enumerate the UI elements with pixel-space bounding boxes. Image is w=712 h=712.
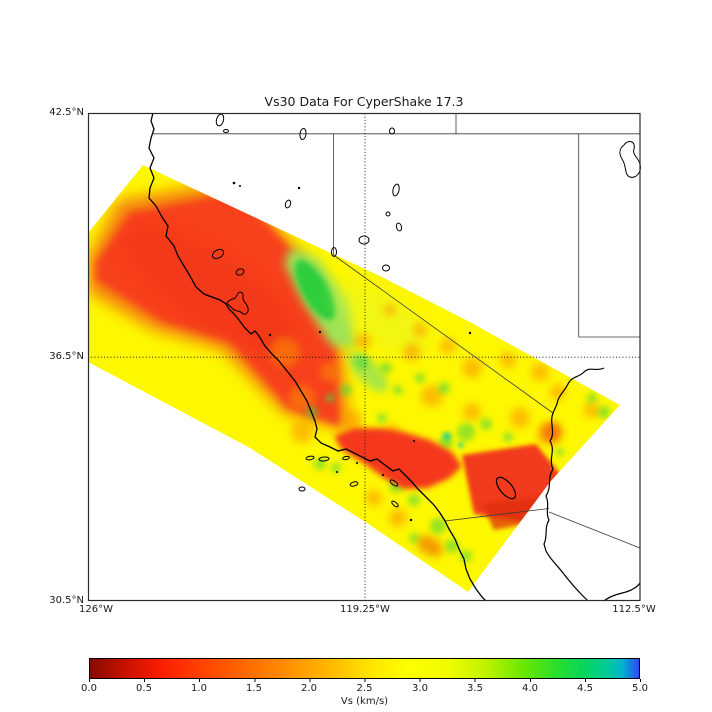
gridlines xyxy=(88,113,640,601)
island-san-nicolas xyxy=(349,481,359,487)
island-santa-cruz xyxy=(318,456,330,462)
colorbar-gradient xyxy=(89,658,640,679)
lake-carson xyxy=(358,235,370,245)
gulf-coast-east xyxy=(603,582,641,602)
y-axis-label-42-5n: 42.5°N xyxy=(49,107,84,118)
colorbar-tick-0: 0.0 xyxy=(81,683,97,694)
map-plot-area xyxy=(88,165,620,592)
island-anacapa xyxy=(342,455,350,461)
lake-tahoe xyxy=(331,247,337,257)
page-title: Vs30 Data For CyperShake 17.3 xyxy=(264,94,464,109)
colorbar-tick-3: 1.5 xyxy=(246,683,262,694)
lake-clear xyxy=(211,248,225,260)
border-ca-nv-diagonal xyxy=(333,254,554,414)
lake-klamath xyxy=(215,113,225,127)
channel-islands xyxy=(298,455,399,508)
lake-eagle xyxy=(284,199,292,209)
plot-frame xyxy=(87,112,641,602)
x-axis-label-112-5w: 112.5°W xyxy=(612,604,656,615)
border-us-mexico xyxy=(444,508,550,522)
la-basin-red-region xyxy=(334,428,462,489)
lake-walker xyxy=(395,222,403,232)
state-borders xyxy=(152,113,641,549)
colorbar-tick-7: 3.5 xyxy=(467,683,483,694)
border-az-sonora xyxy=(548,511,641,549)
low-velocity-region-north xyxy=(88,180,350,432)
x-axis-label-119-25w: 119.25°W xyxy=(340,604,390,615)
teal-spots xyxy=(443,432,464,448)
island-san-clemente xyxy=(391,500,399,508)
lake-pyramid xyxy=(392,183,400,197)
sf-bay xyxy=(226,291,249,315)
islet-dots xyxy=(232,181,472,522)
colorbar-tick-marks xyxy=(89,679,641,682)
colorbar-tick-9: 4.5 xyxy=(577,683,593,694)
island-santa-rosa xyxy=(305,455,315,461)
colorbar-tick-1: 0.5 xyxy=(136,683,152,694)
high-velocity-green-band xyxy=(284,247,430,392)
colorbar-label: Vs (km/s) xyxy=(340,696,389,707)
coastline xyxy=(148,112,487,602)
lake-klamath-small xyxy=(223,129,229,133)
lake-nv-north xyxy=(389,127,395,135)
colorbar-tick-5: 2.5 xyxy=(356,683,373,694)
y-axis-label-36-5n: 36.5°N xyxy=(49,351,84,362)
rivers xyxy=(543,367,641,602)
vs30-data-swath xyxy=(88,165,620,592)
island-san-miguel xyxy=(298,486,306,492)
colorbar-tick-2: 1.0 xyxy=(191,683,207,694)
lake-goose xyxy=(299,128,307,140)
colorado-river xyxy=(543,367,605,552)
y-axis-label-30-5n: 30.5°N xyxy=(49,595,84,606)
colorbar-tick-10: 5.0 xyxy=(632,683,648,694)
x-axis-label-126w: 126°W xyxy=(79,604,113,615)
gulf-coast-west xyxy=(545,550,589,602)
colorbar-tick-8: 4.0 xyxy=(522,683,538,694)
great-salt-lake xyxy=(619,141,641,178)
lake-small-nv xyxy=(385,211,391,217)
tip-orange-patch xyxy=(417,535,443,557)
salton-sea xyxy=(495,476,517,500)
colorbar-tick-6: 3.0 xyxy=(412,683,428,694)
lakes xyxy=(211,113,641,500)
lake-berryessa xyxy=(235,268,245,276)
island-catalina xyxy=(389,479,399,487)
colorbar-tick-4: 2.0 xyxy=(301,683,317,694)
lake-mono xyxy=(382,264,390,272)
